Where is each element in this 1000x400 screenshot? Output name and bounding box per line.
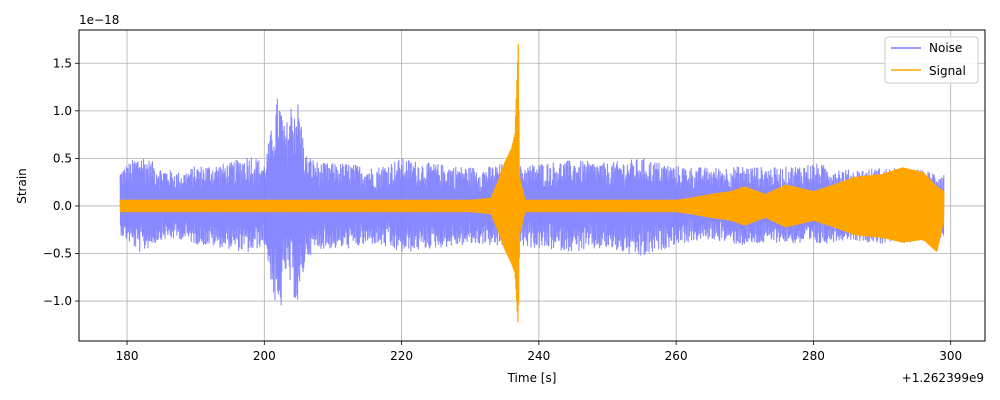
series-layer [119, 43, 945, 323]
legend: Noise Signal [884, 36, 979, 84]
y-tick-label: 0.0 [53, 199, 72, 213]
x-tick-label: 200 [253, 349, 276, 363]
y-tick-label: 0.5 [53, 151, 72, 165]
series-line-signal [119, 43, 945, 323]
series-line-noise [119, 98, 945, 306]
x-tick-label: 260 [665, 349, 688, 363]
x-tick-label: 300 [939, 349, 962, 363]
x-tick-label: 280 [802, 349, 825, 363]
x-axis: 180 200 220 240 260 280 300 [116, 341, 962, 363]
y-tick-label: −1.0 [43, 294, 72, 308]
plot-frame [78, 29, 986, 342]
y-scale-text: 1e−18 [79, 13, 119, 27]
y-tick-label: 1.5 [53, 56, 72, 70]
x-axis-label: Time [s] [507, 371, 557, 385]
y-axis: −1.0 −0.5 0.0 0.5 1.0 1.5 [43, 56, 79, 308]
legend-label-signal: Signal [929, 64, 966, 78]
x-tick-label: 240 [527, 349, 550, 363]
y-tick-label: −0.5 [43, 247, 72, 261]
y-tick-label: 1.0 [53, 104, 72, 118]
y-axis-label: Strain [15, 168, 29, 204]
x-offset-text: +1.262399e9 [902, 371, 984, 385]
x-tick-label: 220 [390, 349, 413, 363]
x-tick-label: 180 [116, 349, 139, 363]
legend-label-noise: Noise [929, 41, 962, 55]
